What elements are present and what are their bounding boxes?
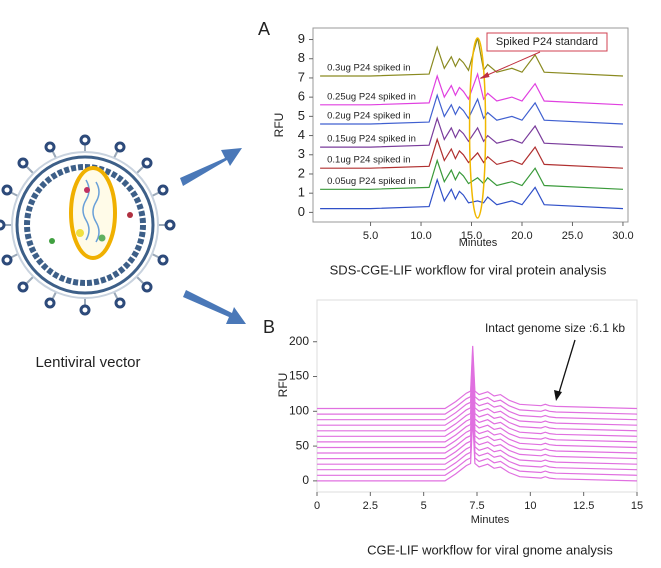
y-tick-label: 1 — [298, 185, 305, 200]
trace — [317, 356, 638, 421]
trace — [317, 345, 638, 410]
y-tick-label: 7 — [298, 69, 305, 84]
x-tick-label: 20.0 — [511, 230, 532, 242]
y-tick-label: 4 — [298, 127, 305, 142]
x-axis-label: Minutes — [471, 514, 510, 526]
y-tick-label: 6 — [298, 89, 305, 104]
virus-illustration — [0, 134, 176, 316]
trace — [320, 177, 624, 210]
panel-label: A — [258, 19, 270, 39]
y-tick-label: 0 — [302, 473, 309, 487]
y-tick-label: 2 — [298, 165, 305, 180]
caption: CGE-LIF workflow for viral gnome analysi… — [367, 542, 613, 557]
plot-area — [312, 27, 629, 223]
x-tick-label: 0 — [314, 500, 320, 512]
x-tick-label: 10.0 — [410, 230, 431, 242]
y-tick-label: 5 — [298, 108, 305, 123]
x-tick-label: 30.0 — [612, 230, 633, 242]
caption: SDS-CGE-LIF workflow for viral protein a… — [330, 262, 607, 277]
y-tick-label: 150 — [289, 369, 309, 383]
x-tick-label: 7.5 — [469, 500, 484, 512]
trace — [317, 395, 638, 460]
y-tick-label: 8 — [298, 50, 305, 65]
trace — [320, 72, 624, 106]
trace-label: 0.2ug P24 spiked in — [327, 111, 410, 122]
trace — [317, 401, 638, 465]
trace-label: 0.1ug P24 spiked in — [327, 155, 410, 166]
y-tick-label: 9 — [298, 31, 305, 46]
x-tick-label: 15.0 — [461, 230, 482, 242]
annotation: Intact genome size :6.1 kb — [485, 321, 625, 335]
trace — [320, 93, 624, 125]
trace — [317, 412, 638, 476]
x-tick-label: 25.0 — [562, 230, 583, 242]
y-tick-label: 50 — [296, 438, 310, 452]
y-axis-label: RFU — [272, 113, 286, 138]
trace-label: 0.3ug P24 spiked in — [327, 63, 410, 74]
y-tick-label: 0 — [298, 204, 305, 219]
trace — [320, 116, 624, 148]
chart-b: B RFU Minutes CGE-LIF workflow for viral gn… — [263, 299, 643, 557]
panel-label: B — [263, 317, 275, 337]
trace — [320, 137, 624, 169]
y-tick-label: 200 — [289, 334, 309, 348]
trace — [317, 418, 638, 482]
annotation-arrow — [480, 51, 541, 79]
chart-a: A RFU Minutes SDS-CGE-LIF workflow for vira… — [258, 19, 634, 278]
y-tick-label: 3 — [298, 146, 305, 161]
x-tick-label: 10 — [524, 500, 536, 512]
x-tick-label: 15 — [631, 500, 643, 512]
y-tick-label: 100 — [289, 403, 309, 417]
trace — [317, 379, 638, 443]
annotation-arrowhead — [479, 72, 490, 79]
trace-label: 0.15ug P24 spiked in — [327, 134, 416, 145]
x-tick-label: 5 — [421, 500, 427, 512]
arrow-to-b — [183, 290, 246, 324]
trace — [317, 407, 638, 471]
trace-label: 0.25ug P24 spiked in — [327, 91, 416, 102]
trace — [317, 384, 638, 449]
trace — [320, 158, 624, 190]
spike-highlight — [468, 37, 487, 219]
x-tick-label: 5.0 — [363, 230, 378, 242]
annotation-arrow — [557, 339, 576, 397]
vector-label: Lentiviral vector — [35, 354, 140, 371]
y-axis-label: RFU — [276, 373, 290, 398]
trace — [317, 373, 638, 437]
trace — [320, 37, 624, 77]
annotation-box — [486, 32, 608, 52]
x-tick-label: 2.5 — [363, 500, 378, 512]
trace — [317, 351, 638, 415]
trace — [317, 368, 638, 432]
annotation: Spiked P24 standard — [496, 36, 598, 48]
annotation-arrowhead — [554, 390, 562, 401]
trace — [317, 390, 638, 454]
x-axis-label: Minutes — [459, 237, 498, 249]
arrow-to-a — [180, 148, 242, 186]
trace-label: 0.05ug P24 spiked in — [327, 176, 416, 187]
trace — [317, 362, 638, 426]
x-tick-label: 12.5 — [573, 500, 594, 512]
